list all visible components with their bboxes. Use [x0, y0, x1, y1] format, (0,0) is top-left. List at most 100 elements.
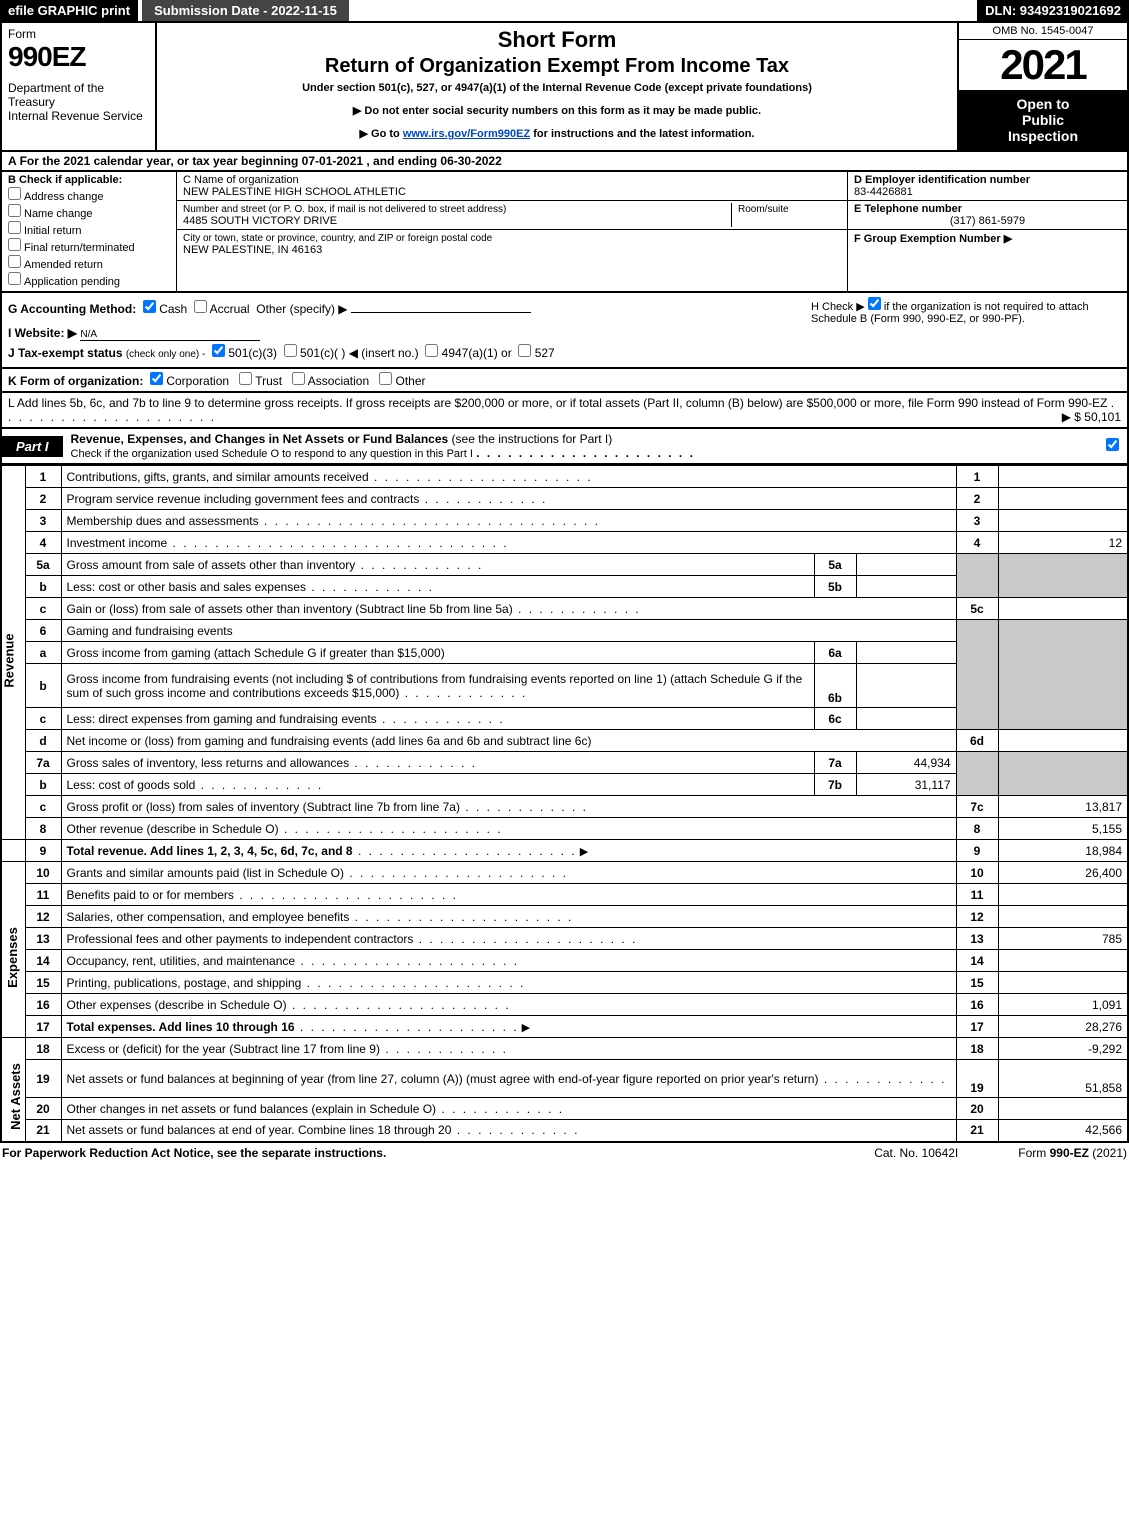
chk-address[interactable]: Address change	[8, 187, 170, 203]
527-label: 527	[535, 346, 555, 360]
line-7c-desc: Gross profit or (loss) from sales of inv…	[67, 800, 460, 814]
line-19-val: 51,858	[998, 1060, 1128, 1098]
line-21-val: 42,566	[998, 1120, 1128, 1142]
chk-schedule-o[interactable]	[1106, 438, 1119, 451]
other-label: Other (specify) ▶	[256, 302, 347, 316]
accrual-label: Accrual	[210, 302, 250, 316]
4947-label: 4947(a)(1) or	[442, 346, 512, 360]
tel-value: (317) 861-5979	[854, 215, 1121, 227]
line-19-desc: Net assets or fund balances at beginning…	[67, 1072, 819, 1086]
row-a-text: For the 2021 calendar year, or tax year …	[8, 154, 502, 168]
efile-label[interactable]: efile GRAPHIC print	[0, 0, 138, 21]
line-18-val: -9,292	[998, 1038, 1128, 1060]
j-small: (check only one) -	[126, 349, 205, 360]
ein-value: 83-4426881	[854, 186, 913, 198]
chk-501c[interactable]	[284, 344, 297, 357]
line-8-val: 5,155	[998, 818, 1128, 840]
chk-amended[interactable]: Amended return	[8, 255, 170, 271]
line-6d-desc: Net income or (loss) from gaming and fun…	[67, 734, 592, 748]
chk-pending-label: Application pending	[24, 276, 120, 288]
trust-label: Trust	[255, 374, 282, 388]
chk-corp[interactable]	[150, 372, 163, 385]
footer-cat: Cat. No. 10642I	[874, 1146, 1018, 1160]
line-6c-desc: Less: direct expenses from gaming and fu…	[67, 712, 377, 726]
line-7a-val: 44,934	[856, 752, 956, 774]
box-def: D Employer identification number 83-4426…	[847, 172, 1127, 291]
org-name-label: C Name of organization	[183, 174, 299, 186]
chk-name-label: Name change	[24, 208, 93, 220]
line-17-val: 28,276	[998, 1016, 1128, 1038]
footer-left: For Paperwork Reduction Act Notice, see …	[2, 1146, 386, 1160]
chk-amended-label: Amended return	[24, 259, 103, 271]
dln-label: DLN: 93492319021692	[977, 0, 1129, 21]
inspect-line-3: Inspection	[963, 128, 1123, 144]
row-l: L Add lines 5b, 6c, and 7b to line 9 to …	[0, 393, 1129, 429]
other-k-label: Other	[396, 374, 426, 388]
expenses-sidelabel: Expenses	[1, 862, 25, 1038]
assoc-label: Association	[308, 374, 369, 388]
chk-accrual[interactable]	[194, 300, 207, 313]
line-4-val: 12	[998, 532, 1128, 554]
street-label: Number and street (or P. O. box, if mail…	[183, 204, 506, 215]
line-7b-desc: Less: cost of goods sold	[67, 778, 196, 792]
main-title: Return of Organization Exempt From Incom…	[167, 55, 947, 78]
form-number: 990EZ	[8, 41, 149, 73]
chk-initial-label: Initial return	[24, 225, 81, 237]
tax-year: 2021	[959, 40, 1127, 90]
line-16-val: 1,091	[998, 994, 1128, 1016]
line-3-desc: Membership dues and assessments	[67, 514, 259, 528]
corp-label: Corporation	[166, 374, 229, 388]
line-7a-desc: Gross sales of inventory, less returns a…	[67, 756, 350, 770]
chk-cash[interactable]	[143, 300, 156, 313]
line-7b-val: 31,117	[856, 774, 956, 796]
line-10-desc: Grants and similar amounts paid (list in…	[67, 866, 344, 880]
line-2-desc: Program service revenue including govern…	[67, 492, 420, 506]
chk-final[interactable]: Final return/terminated	[8, 238, 170, 254]
chk-527[interactable]	[518, 344, 531, 357]
form-header: Form 990EZ Department of the Treasury In…	[0, 23, 1129, 152]
chk-h[interactable]	[868, 297, 881, 310]
line-11-desc: Benefits paid to or for members	[67, 888, 234, 902]
box-c: C Name of organization NEW PALESTINE HIG…	[177, 172, 847, 291]
line-1-val	[998, 466, 1128, 488]
chk-4947[interactable]	[425, 344, 438, 357]
inspect-line-2: Public	[963, 112, 1123, 128]
501c-label: 501(c)( ) ◀ (insert no.)	[300, 346, 419, 360]
note-url-pre: ▶ Go to	[360, 128, 403, 140]
note-url: ▶ Go to www.irs.gov/Form990EZ for instru…	[167, 127, 947, 140]
l-amount: ▶ $ 50,101	[1062, 410, 1121, 424]
omb-number: OMB No. 1545-0047	[959, 23, 1127, 40]
line-18-desc: Excess or (deficit) for the year (Subtra…	[67, 1042, 380, 1056]
line-12-desc: Salaries, other compensation, and employ…	[67, 910, 350, 924]
chk-assoc[interactable]	[292, 372, 305, 385]
part-i-title: Revenue, Expenses, and Changes in Net As…	[71, 432, 449, 446]
line-5c-desc: Gain or (loss) from sale of assets other…	[67, 602, 513, 616]
chk-initial[interactable]: Initial return	[8, 221, 170, 237]
chk-other[interactable]	[379, 372, 392, 385]
l-text: L Add lines 5b, 6c, and 7b to line 9 to …	[8, 396, 1107, 410]
chk-name[interactable]: Name change	[8, 204, 170, 220]
section-ghij: H Check ▶ if the organization is not req…	[0, 293, 1129, 369]
chk-pending[interactable]: Application pending	[8, 272, 170, 288]
website-label: I Website: ▶	[8, 326, 77, 340]
box-h: H Check ▶ if the organization is not req…	[811, 297, 1121, 325]
part-i-check-text: Check if the organization used Schedule …	[71, 448, 473, 460]
short-form-title: Short Form	[167, 27, 947, 53]
ein-label: D Employer identification number	[854, 174, 1030, 186]
submission-date: Submission Date - 2022-11-15	[142, 0, 349, 21]
note-url-post: for instructions and the latest informat…	[530, 128, 754, 140]
info-block: B Check if applicable: Address change Na…	[0, 172, 1129, 293]
chk-trust[interactable]	[239, 372, 252, 385]
line-6-desc: Gaming and fundraising events	[61, 620, 956, 642]
line-6b-desc-1: Gross income from fundraising events (no…	[67, 672, 354, 686]
revenue-sidelabel: Revenue	[1, 466, 25, 840]
line-21-desc: Net assets or fund balances at end of ye…	[67, 1123, 452, 1137]
irs-link[interactable]: www.irs.gov/Form990EZ	[403, 128, 530, 140]
netassets-sidelabel: Net Assets	[1, 1038, 25, 1142]
501c3-label: 501(c)(3)	[228, 346, 277, 360]
chk-final-label: Final return/terminated	[24, 242, 135, 254]
chk-501c3[interactable]	[212, 344, 225, 357]
tel-label: E Telephone number	[854, 203, 962, 215]
dept-label: Department of the Treasury Internal Reve…	[8, 81, 149, 123]
j-label: J Tax-exempt status	[8, 346, 123, 360]
